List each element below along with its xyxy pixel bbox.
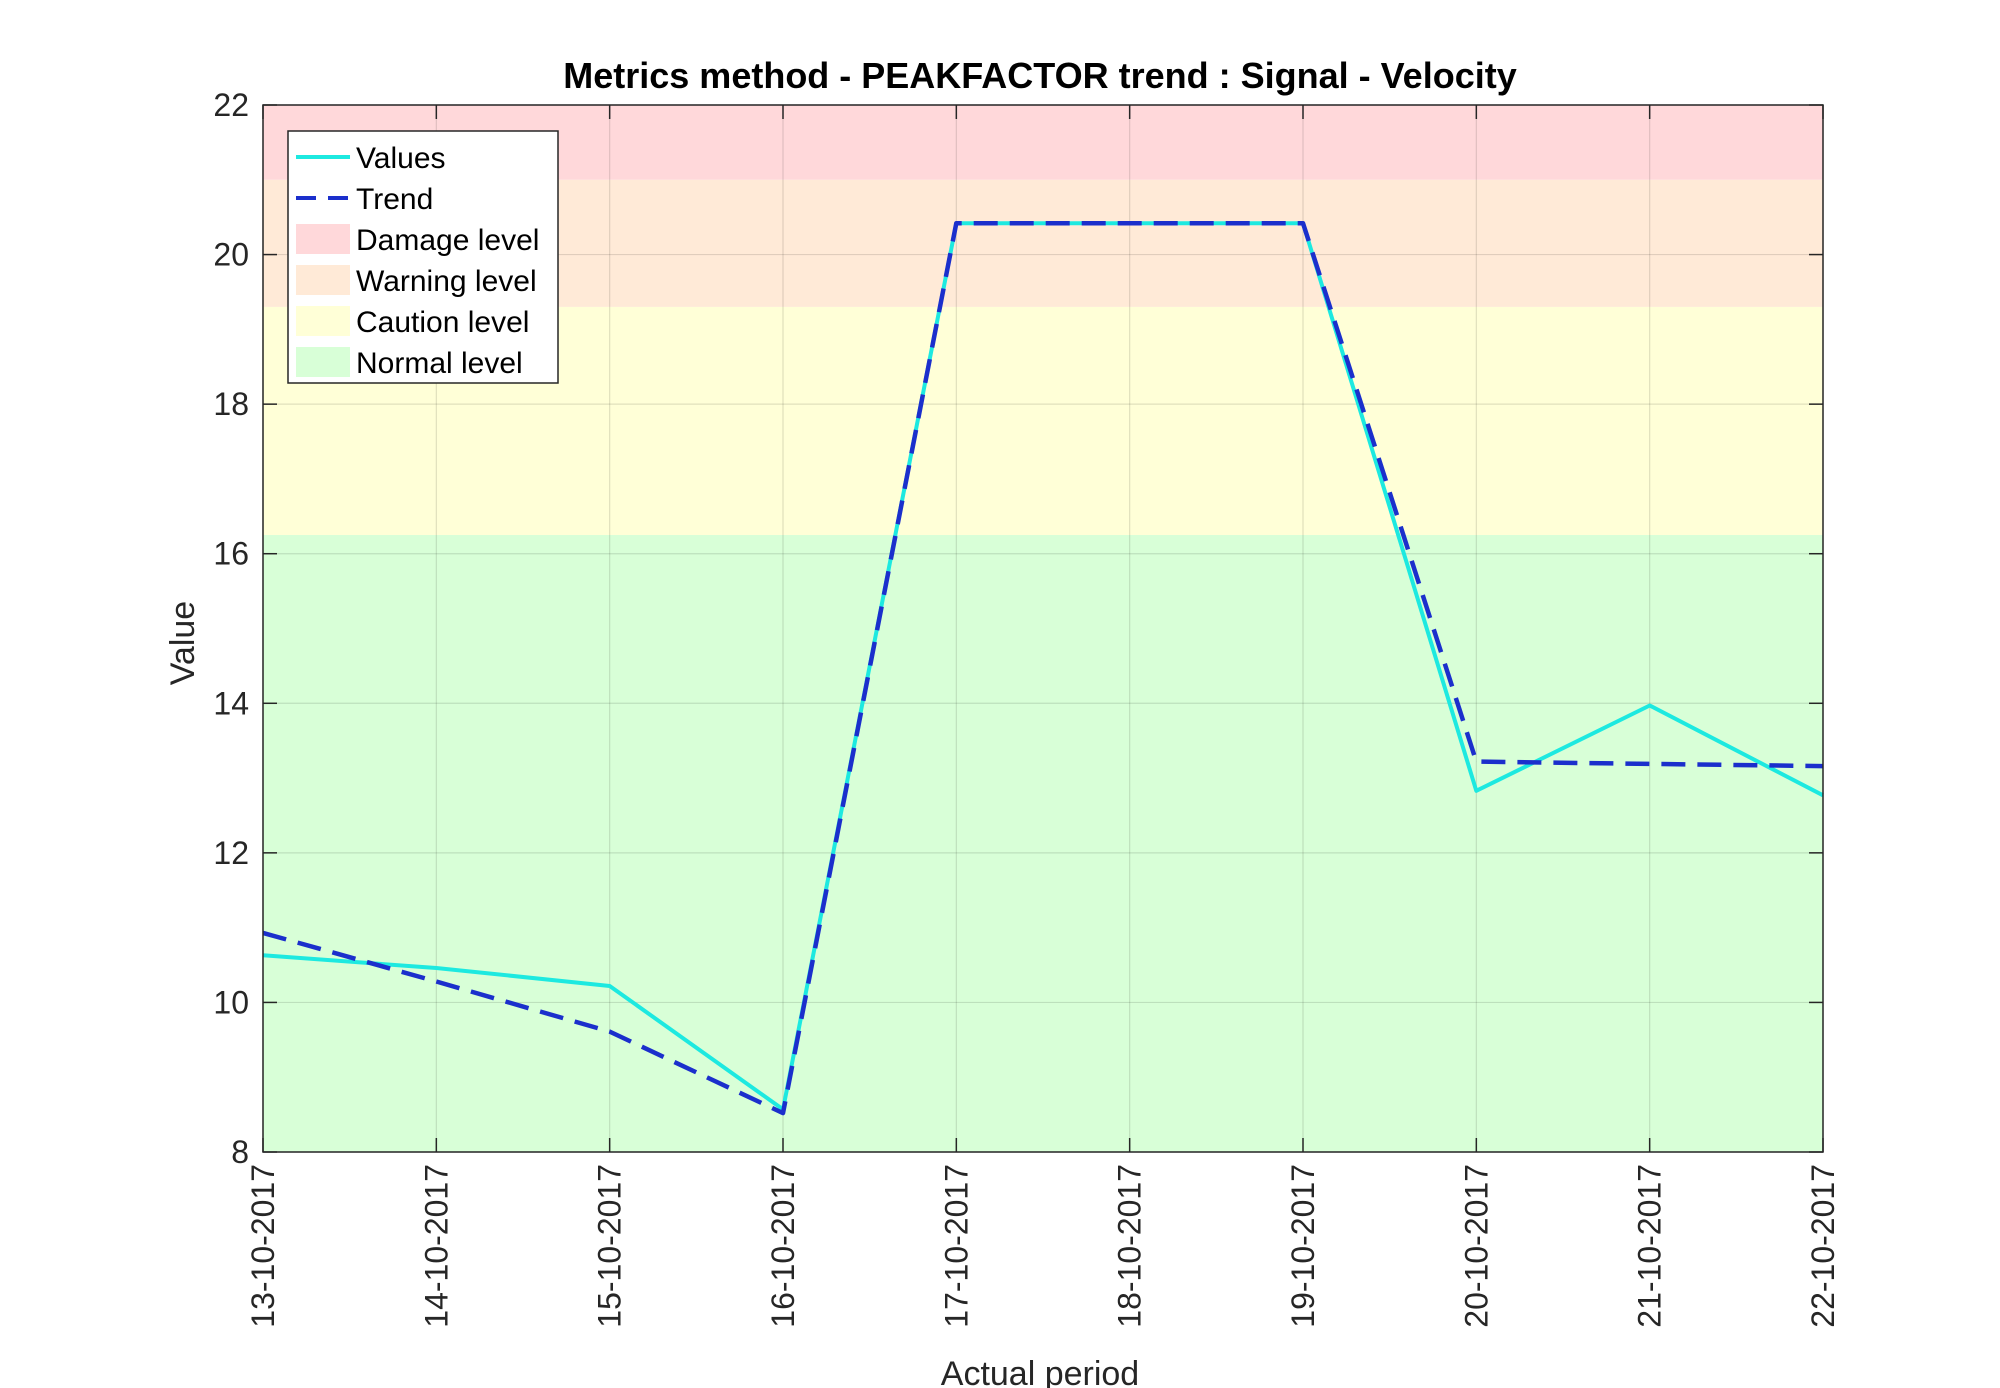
x-axis-ticks: 13-10-2017 14-10-2017 15-10-2017 16-10-2017… <box>245 105 1841 1328</box>
series-line-trend <box>262 220 1824 1116</box>
legend-swatch-caution-level <box>296 306 350 336</box>
series-line-values <box>262 221 1824 1112</box>
x-tick-label: 13-10-2017 <box>245 1164 281 1328</box>
x-tick-label: 16-10-2017 <box>765 1164 801 1328</box>
legend-swatch-normal-level <box>296 347 350 377</box>
x-tick-label: 19-10-2017 <box>1285 1164 1321 1328</box>
legend-label-damage-level: Damage level <box>356 224 539 257</box>
y-tick-label: 10 <box>213 984 249 1020</box>
x-tick-label: 18-10-2017 <box>1112 1164 1148 1328</box>
y-tick-label: 14 <box>213 685 249 721</box>
legend: Values Trend Damage level Warning level Caut… <box>287 130 559 384</box>
band-normal-level <box>263 535 1823 1152</box>
x-tick-label: 22-10-2017 <box>1805 1164 1841 1328</box>
axes-box <box>262 104 1824 1153</box>
y-tick-label: 12 <box>213 835 249 871</box>
y-tick-label: 18 <box>213 386 249 422</box>
legend-swatch-warning-level <box>296 265 350 295</box>
legend-label-caution-level: Caution level <box>356 306 529 339</box>
x-tick-label: 15-10-2017 <box>592 1164 628 1328</box>
x-tick-label: 20-10-2017 <box>1458 1164 1494 1328</box>
y-tick-label: 16 <box>213 536 249 572</box>
x-tick-label: 17-10-2017 <box>938 1164 974 1328</box>
y-axis-label: Value <box>164 601 202 685</box>
legend-label-warning-level: Warning level <box>356 265 537 298</box>
legend-label-values: Values <box>356 142 446 175</box>
y-tick-label: 22 <box>213 87 249 123</box>
chart-title: Metrics method - PEAKFACTOR trend : Sign… <box>563 55 1516 96</box>
legend-label-normal-level: Normal level <box>356 347 523 380</box>
legend-label-trend: Trend <box>356 183 433 216</box>
x-tick-label: 14-10-2017 <box>418 1164 454 1328</box>
threshold-bands <box>263 105 1823 1152</box>
legend-box <box>287 130 559 384</box>
x-axis-label: Actual period <box>941 1355 1139 1388</box>
x-tick-label: 21-10-2017 <box>1632 1164 1668 1328</box>
legend-swatch-damage-level <box>296 224 350 254</box>
y-axis-ticks: 8 10 12 14 16 18 20 22 <box>213 87 1823 1170</box>
y-tick-label: 20 <box>213 237 249 273</box>
y-tick-label: 8 <box>231 1134 249 1170</box>
